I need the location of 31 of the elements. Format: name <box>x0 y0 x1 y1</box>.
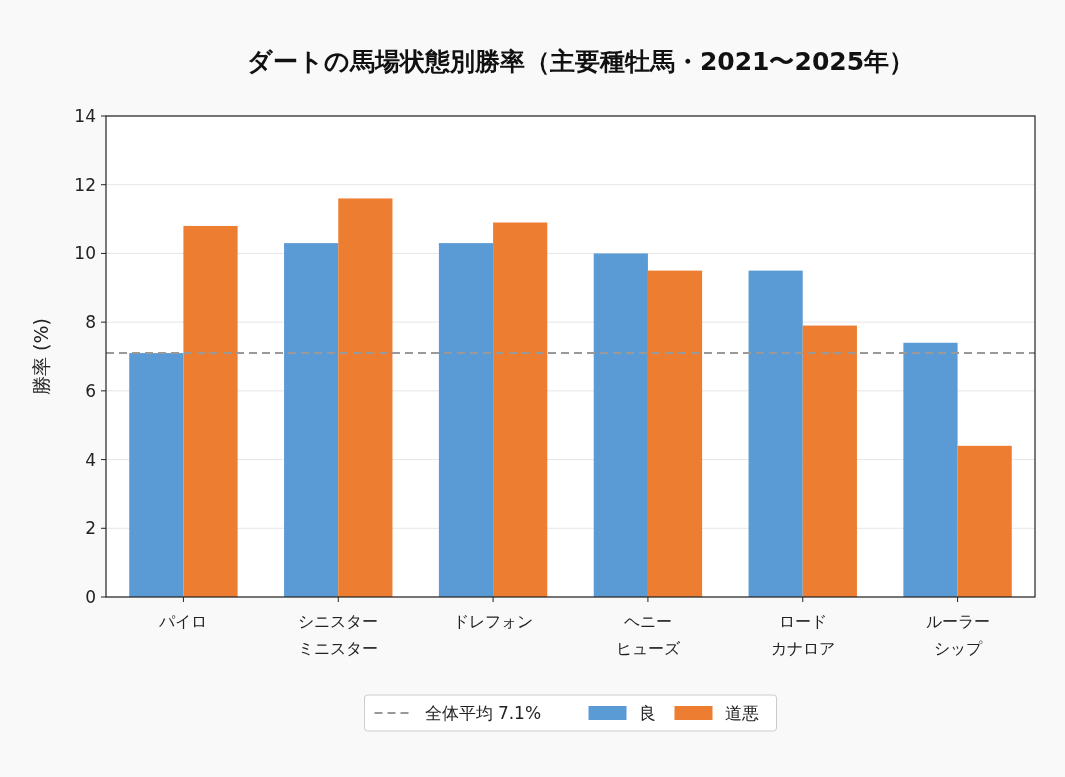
y-tick-label: 2 <box>85 518 96 539</box>
y-tick-label: 4 <box>85 449 96 470</box>
x-tick-label: ルーラーシップ <box>925 612 990 658</box>
bar <box>493 222 548 597</box>
x-tick-label: ロードカナロア <box>770 612 835 658</box>
legend-label: 全体平均 7.1% <box>424 703 542 723</box>
bar <box>802 325 857 597</box>
y-tick-label: 10 <box>74 243 96 264</box>
y-tick-label: 8 <box>85 312 96 333</box>
bar <box>593 253 648 597</box>
bar <box>183 225 238 597</box>
legend-label: 良 <box>638 703 656 723</box>
x-tick-label: パイロ <box>158 612 208 631</box>
bar <box>957 445 1012 597</box>
y-tick-label: 14 <box>74 106 96 126</box>
bar <box>129 353 184 597</box>
bar <box>438 243 494 597</box>
y-tick-label: 6 <box>85 380 96 401</box>
y-axis-title: 勝率 (%) <box>30 318 52 395</box>
chart-title: ダートの馬場状態別勝率（主要種牡馬・2021〜2025年） <box>246 47 915 76</box>
bar <box>903 342 958 597</box>
y-tick-label: 0 <box>85 587 96 607</box>
bar <box>338 198 393 597</box>
x-tick-label: ヘニーヒューズ <box>615 612 681 658</box>
x-tick-label: ドレフォン <box>453 612 534 631</box>
bar <box>284 243 339 597</box>
y-tick-label: 12 <box>74 174 96 195</box>
x-tick-label: シニスターミニスター <box>298 612 379 658</box>
bar <box>647 270 703 597</box>
bar <box>748 270 803 597</box>
legend-label: 道悪 <box>724 703 759 723</box>
